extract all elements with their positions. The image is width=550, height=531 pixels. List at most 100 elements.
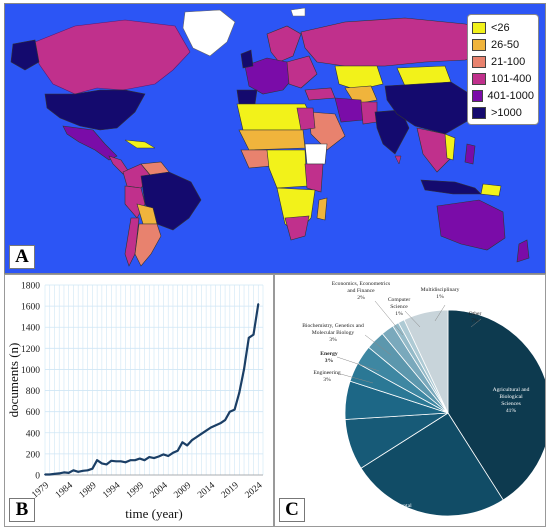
- legend-item: 26-50: [472, 36, 534, 53]
- pie-slice-percent: 3%: [329, 337, 337, 343]
- pie-leader-line: [364, 334, 392, 356]
- data-point: [72, 469, 75, 472]
- data-point: [238, 391, 241, 394]
- data-point: [209, 426, 212, 429]
- map-region-indonesia: [420, 179, 482, 195]
- data-point: [252, 333, 255, 336]
- map-region-philippines: [464, 143, 476, 165]
- y-tick-label: 1600: [21, 303, 40, 313]
- map-region-chile: [124, 217, 140, 267]
- map-region-pakistan: [360, 101, 378, 125]
- y-tick-label: 1800: [21, 282, 40, 292]
- data-point: [77, 470, 80, 473]
- data-point: [58, 472, 61, 475]
- pie-slice-percent: 1%: [436, 294, 444, 300]
- y-tick-label: 1200: [21, 345, 40, 355]
- pie-slice-label: Molecular Biology: [312, 330, 355, 336]
- data-point: [53, 473, 56, 475]
- map-region-iberia: [236, 89, 258, 105]
- data-point: [124, 461, 127, 464]
- data-point: [48, 473, 51, 476]
- map-region-alaska: [10, 39, 40, 71]
- map-region-argentina: [134, 223, 162, 267]
- x-tick-label: 2024: [243, 481, 264, 501]
- map-region-new-zealand: [516, 239, 530, 263]
- legend-item: <26: [472, 19, 534, 36]
- map-region-usa: [44, 89, 146, 131]
- data-point: [115, 460, 117, 463]
- data-point: [233, 408, 236, 411]
- data-point: [214, 424, 217, 427]
- pie-slice-label: Sciences: [501, 401, 521, 407]
- data-point: [129, 459, 132, 462]
- data-point: [243, 368, 245, 371]
- data-point: [224, 419, 226, 422]
- map-region-arabia: [308, 111, 346, 151]
- x-tick-label: 2019: [220, 481, 241, 501]
- y-tick-label: 0: [35, 472, 40, 482]
- map-region-russia: [300, 17, 516, 67]
- data-point: [105, 463, 108, 466]
- pie-slice-percent: 2%: [357, 295, 365, 301]
- pie-slice-label: and Finance: [347, 288, 375, 294]
- legend-swatch: [472, 89, 483, 102]
- data-point: [44, 473, 46, 476]
- map-region-west-africa: [240, 149, 272, 169]
- x-tick-label: 1989: [78, 481, 99, 501]
- pie-leader-line: [374, 300, 404, 336]
- map-region-central-africa: [266, 149, 308, 189]
- legend-label: <26: [491, 21, 510, 34]
- pie-slice-label: Computer: [388, 297, 411, 303]
- pie-slice-percent: 1%: [395, 311, 403, 317]
- data-point: [96, 459, 99, 462]
- legend-label: 101-400: [491, 72, 532, 85]
- map-region-australia: [436, 199, 506, 251]
- panel-a-label: A: [9, 245, 35, 269]
- map-region-mainland-se-asia: [416, 127, 452, 173]
- pie-leader-line: [336, 372, 374, 384]
- panel-b-label: B: [9, 498, 35, 522]
- pie-slice-percent: 7%: [471, 318, 479, 324]
- data-point: [181, 441, 184, 444]
- map-region-png: [480, 183, 502, 197]
- pie-slice: [403, 309, 449, 414]
- x-tick-label: 2014: [196, 481, 217, 501]
- legend-swatch: [472, 21, 486, 34]
- pie-leader-line: [434, 304, 446, 322]
- map-region-south-africa: [284, 215, 310, 241]
- legend-item: 401-1000: [472, 87, 534, 104]
- legend-label: 26-50: [491, 38, 520, 51]
- pie-slice-label: Earth and: [293, 397, 318, 403]
- data-point: [200, 432, 203, 435]
- map-region-mexico: [62, 125, 118, 161]
- map-region-scandinavia: [266, 25, 302, 63]
- panel-c-label: C: [279, 498, 305, 522]
- y-tick-label: 400: [26, 429, 41, 439]
- data-point: [91, 467, 94, 470]
- pie-slice-label: Science: [390, 304, 408, 310]
- pie-slice-label: Other: [469, 311, 482, 317]
- data-point: [153, 457, 155, 460]
- data-point: [82, 469, 84, 472]
- pie-slice-percent: 25%: [390, 517, 401, 523]
- y-tick-label: 800: [26, 387, 41, 397]
- data-point: [172, 451, 174, 454]
- pie-slice-percent: 8%: [329, 451, 337, 457]
- data-point: [228, 410, 231, 413]
- x-tick-label: 2009: [172, 481, 193, 501]
- pie-slice-percent: 41%: [506, 408, 517, 414]
- legend-item: 21-100: [472, 53, 534, 70]
- pie-slice-label: Sciences: [323, 444, 343, 450]
- pie-slice-label: Energy: [320, 351, 338, 357]
- legend-label: 401-1000: [487, 89, 535, 102]
- data-point: [157, 455, 160, 458]
- map-region-vietnam: [444, 133, 456, 161]
- map-region-egypt: [296, 107, 316, 131]
